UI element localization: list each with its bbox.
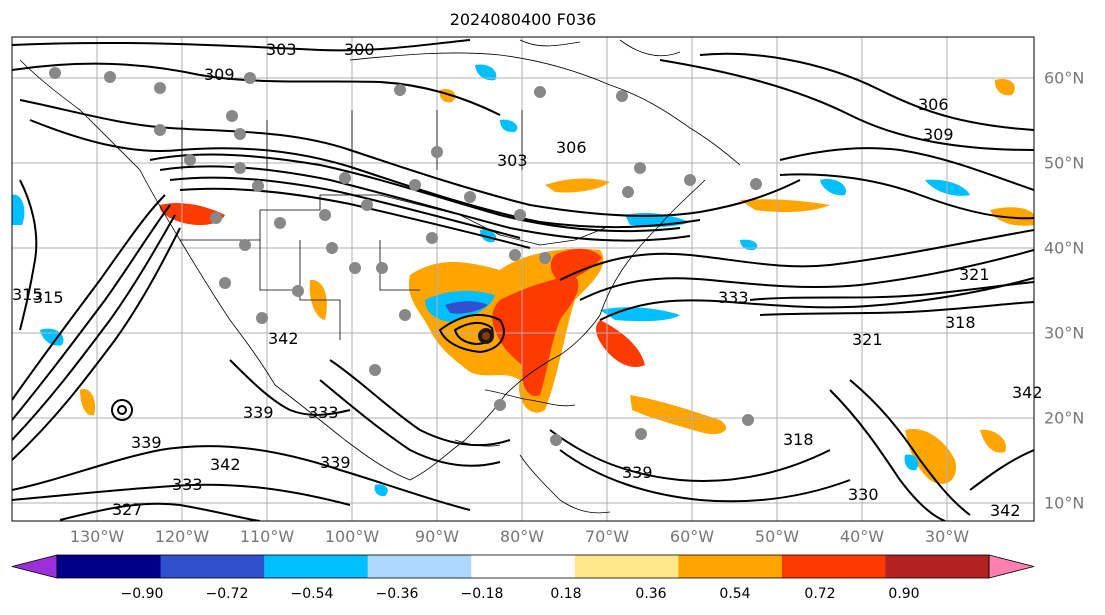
colorbar-segment [885,555,990,578]
contour-label: 318 [783,430,814,449]
contour-label: 330 [848,485,879,504]
longitude-label: 90°W [414,527,460,546]
positive-shading [994,79,1015,96]
positive-shading [905,429,956,484]
colorbar-segment [57,555,162,578]
contour-label: 333 [718,288,749,307]
contour-label: 339 [243,403,274,422]
positive-shading [596,320,645,368]
contour-label: 321 [959,265,990,284]
contour-label: 339 [320,453,351,472]
longitude-label: 70°W [584,527,630,546]
latitude-label: 10°N [1044,493,1085,513]
latitude-label: 30°N [1044,323,1085,343]
positive-shading [159,203,225,226]
longitude-label: 120°W [154,527,210,546]
contour-label: 327 [112,500,143,519]
contour-label: 306 [556,138,587,157]
positive-shading [740,199,830,213]
latitude-label: 20°N [1044,408,1085,428]
negative-shading [904,454,919,471]
contour-label: 303 [266,40,297,59]
contour-label: 333 [172,475,203,494]
latitude-label: 60°N [1044,68,1085,88]
positive-shading [990,207,1034,226]
contour-label: 321 [852,330,883,349]
positive-shading [545,178,610,193]
longitude-label: 130°W [69,527,125,546]
colorbar [11,554,1035,579]
longitude-label: 60°W [669,527,715,546]
contour-label: 309 [923,125,954,144]
negative-shading [374,484,388,497]
longitude-label: 50°W [754,527,800,546]
contour-label-group: 303 300 309 309 306 306 303 315 333 321 … [12,40,1043,520]
colorbar-tick-label: 0.90 [888,586,920,602]
contour-label: 318 [945,313,976,332]
colorbar-tick-label: −0.18 [460,586,504,602]
contour-lines [12,39,1034,521]
negative-shading [12,194,25,225]
latitude-label: 50°N [1044,153,1085,173]
contour-label: 342 [210,455,241,474]
colorbar-tick-label: −0.90 [120,586,164,602]
longitude-label: 30°W [924,527,970,546]
contour-label: 309 [204,65,235,84]
contour-label: 300 [344,40,375,59]
longitude-label: 100°W [324,527,380,546]
map-frame [11,36,1035,522]
strong-positive-shading [550,248,602,282]
colorbar-segment [781,555,886,578]
negative-shading [820,179,846,196]
longitude-label: 80°W [499,527,545,546]
positive-shading [80,389,96,416]
colorbar-tick-label: 0.18 [550,586,582,602]
colorbar-segment [160,555,265,578]
colorbar-segment [367,555,472,578]
colorbar-tick-label: 0.36 [635,586,667,602]
strong-negative-shading [445,301,488,314]
colorbar-tick-label: −0.36 [375,586,419,602]
colorbar-tick-label: −0.72 [205,586,249,602]
coastlines [19,39,741,514]
shading-layer [12,64,1034,497]
colorbar-extend-low [11,554,58,579]
colorbar-tick-label: 0.72 [804,586,836,602]
contour-label: 333 [308,403,339,422]
latitude-label: 40°N [1044,238,1085,258]
colorbar-segment [471,555,576,578]
contour-label: 306 [918,95,949,114]
negative-shading [475,64,497,81]
contour-label: 303 [497,151,528,170]
positive-shading [980,429,1006,453]
contour-label: 315 [33,288,64,307]
low-pressure-center [111,328,494,421]
longitude-label: 40°W [839,527,885,546]
colorbar-segment [264,555,369,578]
colorbar-segment [574,555,679,578]
station-markers [49,67,762,446]
contour-label: 339 [131,433,162,452]
strong-positive-shading [492,275,579,396]
graticule [12,37,1034,521]
longitude-label: 110°W [239,527,295,546]
colorbar-tick-label: −0.54 [290,586,334,602]
contour-label: 342 [990,501,1021,520]
colorbar-outline [56,554,990,579]
contour-label: 315 [12,285,43,304]
contour-label: 342 [1012,383,1043,402]
colorbar-extend-high [988,554,1035,579]
contour-label: 339 [622,463,653,482]
contour-label: 342 [268,329,299,348]
positive-shading [630,395,727,435]
colorbar-tick-label: 0.54 [719,586,751,602]
negative-shading [500,119,518,133]
colorbar-segment [678,555,783,578]
map-title: 2024080400 F036 [449,10,597,29]
